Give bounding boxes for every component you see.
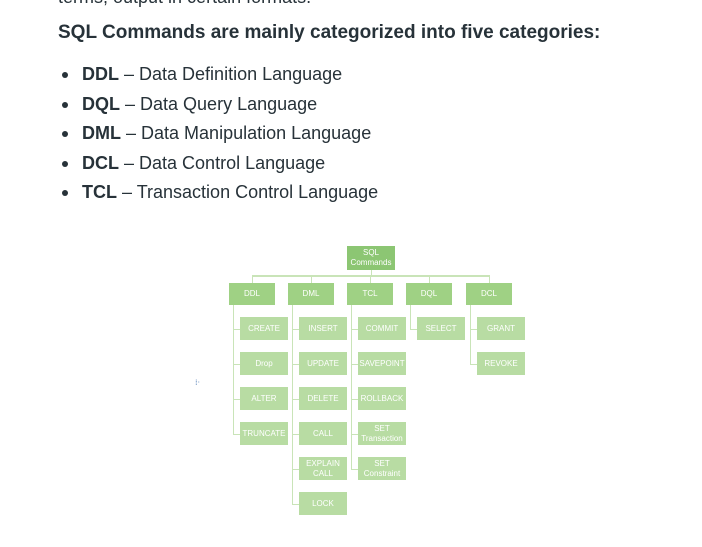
connector-line <box>351 433 358 435</box>
bullet-icon <box>62 72 68 78</box>
four-dots-icon[interactable]: ⁞· <box>195 378 201 387</box>
connector-line <box>489 275 490 283</box>
command-node: SET Transaction <box>358 422 406 445</box>
command-node: GRANT <box>477 317 525 340</box>
bullet-icon <box>62 190 68 196</box>
connector-line <box>233 328 240 330</box>
command-node: INSERT <box>299 317 347 340</box>
connector-line <box>470 363 477 365</box>
connector-line <box>470 305 471 365</box>
command-node: Drop <box>240 352 288 375</box>
cut-off-text-line: terms, output in certain formats. <box>58 0 311 8</box>
connector-line <box>292 433 299 435</box>
category-description: – Transaction Control Language <box>122 182 379 202</box>
connector-line <box>311 275 312 283</box>
bullet-icon <box>62 101 68 108</box>
list-item: DQL – Data Query Language <box>58 90 378 120</box>
connector-line <box>233 398 240 400</box>
connector-line <box>292 363 299 365</box>
list-item: TCL – Transaction Control Language <box>58 178 378 208</box>
connector-line <box>292 328 299 330</box>
category-node-dml: DML <box>288 283 334 305</box>
category-abbreviation: DML <box>82 123 121 143</box>
connector-line <box>470 328 477 330</box>
command-node: CALL <box>299 422 347 445</box>
sql-commands-diagram: ⁞· SQL Commands DDL CREATE Drop ALTER TRUNCAT… <box>190 240 550 520</box>
category-abbreviation: DDL <box>82 64 119 84</box>
connector-line <box>233 363 240 365</box>
command-node: CREATE <box>240 317 288 340</box>
list-item: DML – Data Manipulation Language <box>58 119 378 149</box>
connector-line <box>370 270 372 275</box>
connector-line <box>233 305 234 435</box>
connector-line <box>351 305 352 470</box>
connector-line <box>351 398 358 400</box>
connector-line <box>292 305 293 505</box>
connector-line <box>410 328 417 330</box>
connector-line <box>351 468 358 470</box>
command-node: COMMIT <box>358 317 406 340</box>
command-node: DELETE <box>299 387 347 410</box>
connector-line <box>429 275 430 283</box>
list-item: DCL – Data Control Language <box>58 149 378 179</box>
category-abbreviation: TCL <box>82 182 117 202</box>
connector-line <box>351 328 358 330</box>
command-node: TRUNCATE <box>240 422 288 445</box>
category-description: – Data Query Language <box>125 93 318 114</box>
category-node-dcl: DCL <box>466 283 512 305</box>
command-node: ROLLBACK <box>358 387 406 410</box>
diagram-root-node: SQL Commands <box>347 246 395 270</box>
connector-line <box>410 305 411 330</box>
connector-line <box>370 275 371 283</box>
category-description: – Data Definition Language <box>124 64 343 84</box>
category-description: – Data Manipulation Language <box>126 123 372 143</box>
bullet-icon <box>62 160 68 167</box>
command-node: EXPLAIN CALL <box>299 457 347 480</box>
connector-line <box>351 363 358 365</box>
category-description: – Data Control Language <box>124 152 326 173</box>
command-node: SAVEPOINT <box>358 352 406 375</box>
category-list: DDL – Data Definition Language DQL – Dat… <box>58 60 378 208</box>
list-item: DDL – Data Definition Language <box>58 60 378 90</box>
category-abbreviation: DQL <box>82 93 120 114</box>
command-node: REVOKE <box>477 352 525 375</box>
connector-line <box>233 433 240 435</box>
category-node-dql: DQL <box>406 283 452 305</box>
command-node: LOCK <box>299 492 347 515</box>
category-node-tcl: TCL <box>347 283 393 305</box>
command-node: ALTER <box>240 387 288 410</box>
section-heading: SQL Commands are mainly categorized into… <box>58 22 601 43</box>
command-node: SET Constraint <box>358 457 406 480</box>
connector-line <box>252 275 253 283</box>
command-node: UPDATE <box>299 352 347 375</box>
connector-line <box>292 398 299 400</box>
connector-line <box>252 275 490 277</box>
connector-line <box>292 468 299 470</box>
bullet-icon <box>62 131 68 137</box>
command-node: SELECT <box>417 317 465 340</box>
category-node-ddl: DDL <box>229 283 275 305</box>
connector-line <box>292 503 299 505</box>
category-abbreviation: DCL <box>82 152 119 173</box>
